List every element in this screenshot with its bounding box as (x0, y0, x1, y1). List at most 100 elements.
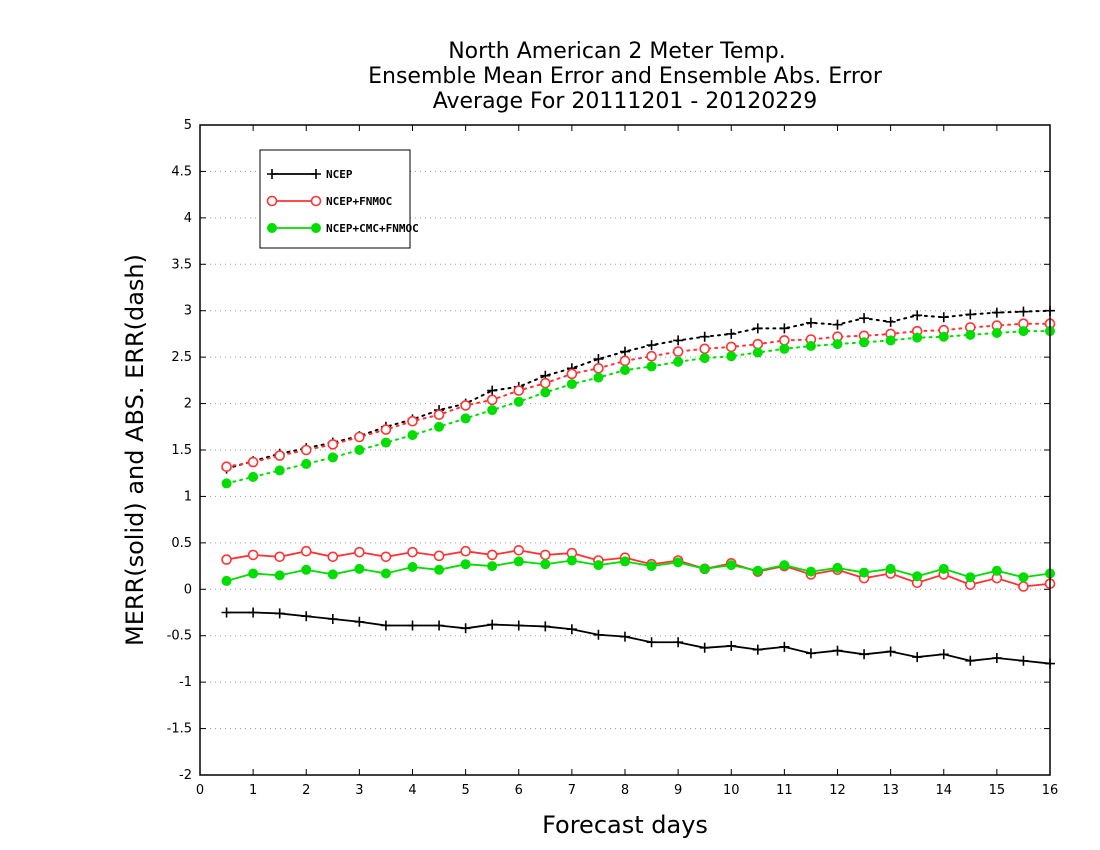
point-merr-ncep-cmc-fnmoc (726, 560, 737, 571)
point-merr-ncep-cmc-fnmoc (248, 568, 259, 579)
point-merr-ncep-cmc-fnmoc (301, 564, 312, 575)
point-merr-ncep (301, 611, 312, 622)
point-merr-ncep-cmc-fnmoc (938, 563, 949, 574)
point-abs-err-ncep-cmc-fnmoc (832, 339, 843, 350)
x-tick-label: 4 (408, 783, 416, 798)
point-merr-ncep (354, 616, 365, 627)
point-merr-ncep-cmc-fnmoc (274, 570, 285, 581)
point-abs-err-ncep (885, 316, 896, 327)
point-abs-err-ncep-cmc-fnmoc (487, 405, 498, 416)
point-abs-err-ncep-cmc-fnmoc (354, 445, 365, 455)
y-tick-label: 2.5 (171, 350, 192, 365)
point-abs-err-ncep (832, 319, 843, 330)
legend-label-ncep: NCEP (326, 168, 353, 181)
point-merr-ncep-cmc-fnmoc (380, 568, 391, 579)
point-merr-ncep (779, 641, 790, 652)
point-abs-err-ncep-cmc-fnmoc (885, 335, 896, 346)
point-abs-err-ncep-cmc-fnmoc (460, 413, 471, 424)
point-merr-ncep-cmc-fnmoc (593, 560, 604, 571)
point-abs-err-ncep-cmc-fnmoc (513, 396, 524, 407)
point-merr-ncep (859, 649, 870, 660)
y-tick-label: 0 (184, 582, 192, 597)
point-abs-err-ncep-fnmoc (407, 415, 418, 427)
point-abs-err-ncep-cmc-fnmoc (593, 372, 604, 383)
point-merr-ncep-cmc-fnmoc (646, 561, 657, 572)
point-abs-err-ncep-cmc-fnmoc (620, 365, 630, 376)
x-tick-label: 13 (882, 783, 899, 798)
point-merr-ncep-cmc-fnmoc (779, 560, 790, 571)
point-merr-ncep (221, 607, 232, 618)
point-merr-ncep (699, 642, 710, 653)
point-abs-err-ncep-fnmoc (566, 368, 578, 380)
point-abs-err-ncep (965, 309, 976, 320)
point-abs-err-ncep-cmc-fnmoc (752, 347, 763, 358)
x-axis-title: Forecast days (542, 811, 708, 839)
point-merr-ncep-cmc-fnmoc (513, 556, 524, 567)
legend-box (259, 149, 411, 249)
point-abs-err-ncep-cmc-fnmoc (327, 452, 338, 463)
point-merr-ncep (726, 640, 737, 651)
point-merr-ncep-fnmoc (407, 546, 418, 558)
x-tick-label: 14 (935, 783, 952, 798)
point-abs-err-ncep-cmc-fnmoc (301, 458, 312, 469)
point-abs-err-ncep-fnmoc (354, 431, 365, 443)
point-abs-err-ncep-cmc-fnmoc (407, 430, 418, 441)
legend-label-ncep-cmc-fnmoc: NCEP+CMC+FNMOC (326, 222, 419, 235)
x-tick-label: 8 (621, 783, 629, 798)
series-line-abs-err-ncep-fnmoc (225, 322, 1051, 468)
point-merr-ncep (540, 621, 551, 632)
point-merr-ncep (752, 644, 763, 655)
x-tick-label: 12 (829, 783, 846, 798)
point-merr-ncep-cmc-fnmoc (540, 559, 551, 570)
legend-marker-ncep-cmc-fnmoc (311, 223, 321, 233)
point-merr-ncep (885, 646, 896, 657)
point-merr-ncep-fnmoc (380, 551, 392, 563)
point-abs-err-ncep-fnmoc (221, 461, 232, 473)
point-merr-ncep (380, 620, 391, 631)
point-abs-err-ncep (646, 340, 657, 351)
point-merr-ncep-fnmoc (354, 546, 365, 558)
legend-label-ncep-fnmoc: NCEP+FNMOC (326, 195, 392, 208)
x-tick-label: 3 (355, 783, 363, 798)
point-merr-ncep (407, 620, 418, 631)
point-abs-err-ncep-fnmoc (380, 424, 392, 435)
point-abs-err-ncep (912, 310, 923, 321)
point-abs-err-ncep-cmc-fnmoc (434, 421, 445, 432)
point-abs-err-ncep-cmc-fnmoc (938, 331, 949, 342)
point-abs-err-ncep-fnmoc (699, 343, 710, 355)
point-merr-ncep-cmc-fnmoc (434, 564, 445, 575)
point-merr-ncep-fnmoc (486, 549, 498, 561)
point-merr-ncep (248, 607, 259, 618)
y-tick-label: 5 (184, 118, 192, 133)
point-abs-err-ncep-cmc-fnmoc (779, 343, 790, 354)
point-merr-ncep-fnmoc (460, 545, 471, 557)
point-merr-ncep-cmc-fnmoc (620, 556, 630, 567)
point-merr-ncep-cmc-fnmoc (566, 555, 577, 566)
legend-marker-ncep-fnmoc (266, 195, 278, 207)
point-merr-ncep (487, 619, 498, 630)
point-abs-err-ncep-fnmoc (327, 439, 339, 450)
point-abs-err-ncep-fnmoc (460, 400, 471, 411)
point-abs-err-ncep-fnmoc (646, 350, 657, 362)
point-abs-err-ncep (991, 307, 1002, 318)
legend-marker-ncep (311, 169, 321, 179)
point-abs-err-ncep-fnmoc (779, 335, 790, 346)
point-abs-err-ncep-fnmoc (540, 377, 551, 389)
point-merr-ncep-fnmoc (433, 550, 445, 562)
y-tick-label: -1.5 (167, 722, 192, 737)
point-merr-ncep-fnmoc (247, 549, 259, 561)
point-abs-err-ncep-cmc-fnmoc (965, 329, 976, 340)
point-abs-err-ncep-cmc-fnmoc (699, 353, 710, 364)
point-merr-ncep-cmc-fnmoc (991, 565, 1002, 576)
point-merr-ncep (991, 653, 1002, 663)
point-abs-err-ncep (620, 346, 630, 357)
point-merr-ncep-cmc-fnmoc (1018, 572, 1029, 583)
point-abs-err-ncep-cmc-fnmoc (248, 471, 259, 482)
x-tick-label: 1 (249, 783, 257, 798)
x-tick-label: 15 (989, 783, 1006, 798)
point-merr-ncep (965, 655, 976, 666)
x-tick-label: 0 (196, 783, 204, 798)
gridlines (200, 170, 1050, 730)
point-abs-err-ncep (487, 385, 498, 396)
